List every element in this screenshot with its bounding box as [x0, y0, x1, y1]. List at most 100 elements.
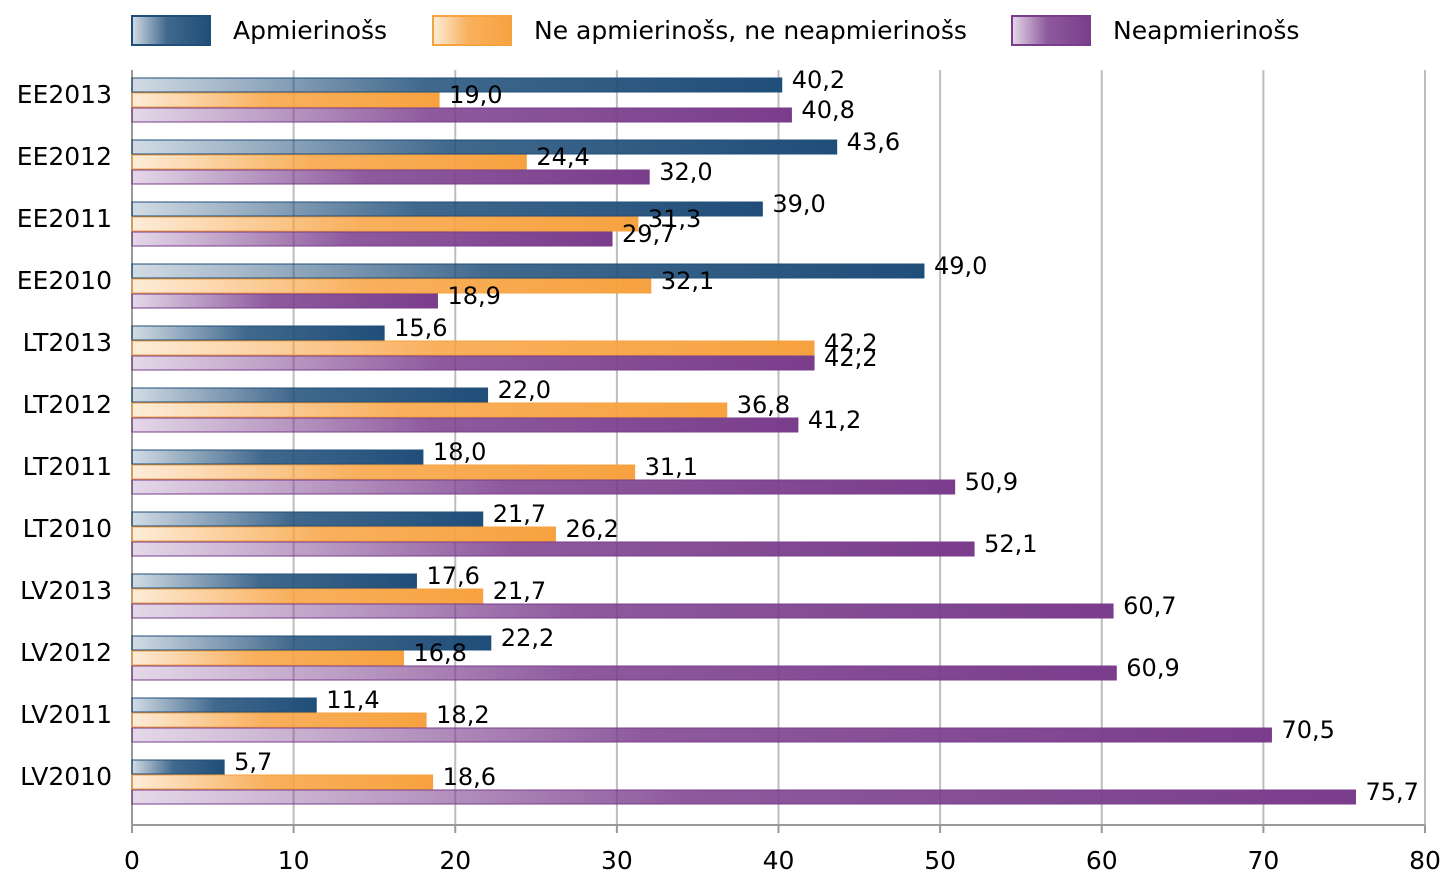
bar — [131, 201, 763, 217]
bar — [131, 511, 484, 527]
value-label: 41,2 — [808, 406, 861, 434]
bar — [131, 231, 613, 247]
bar — [131, 665, 1117, 681]
value-label: 50,9 — [965, 468, 1018, 496]
value-label: 52,1 — [984, 530, 1037, 558]
category-label: LT2012 — [23, 390, 112, 419]
value-label: 75,7 — [1366, 778, 1419, 806]
bar — [131, 293, 438, 309]
category-label: LT2013 — [23, 328, 112, 357]
value-label: 60,7 — [1123, 592, 1176, 620]
bar — [131, 417, 799, 433]
x-tick-label: 60 — [1086, 846, 1118, 873]
value-label: 42,2 — [824, 344, 877, 372]
value-label: 42,2 — [824, 329, 877, 357]
bar — [131, 92, 440, 108]
value-label: 19,0 — [449, 81, 502, 109]
x-tick-label: 10 — [278, 846, 310, 873]
value-label: 40,2 — [792, 66, 845, 94]
bar — [131, 697, 317, 713]
bar — [131, 727, 1272, 743]
legend-label: Apmierinošs — [233, 16, 387, 45]
bar — [131, 573, 417, 589]
value-label: 18,6 — [443, 763, 496, 791]
bar — [131, 355, 815, 371]
legend-swatch — [1011, 15, 1091, 46]
value-label: 24,4 — [536, 143, 589, 171]
bar — [131, 464, 636, 480]
value-label: 16,8 — [414, 639, 467, 667]
x-tick-label: 20 — [439, 846, 471, 873]
x-tick-label: 50 — [924, 846, 956, 873]
category-label: EE2013 — [17, 80, 112, 109]
value-label: 40,8 — [801, 96, 854, 124]
value-label: 49,0 — [934, 252, 987, 280]
category-label: LV2011 — [20, 700, 112, 729]
value-label: 22,2 — [501, 624, 554, 652]
value-label: 21,7 — [493, 500, 546, 528]
category-label: LV2012 — [20, 638, 112, 667]
bar — [131, 759, 225, 775]
bar — [131, 387, 489, 403]
value-label: 29,7 — [622, 220, 675, 248]
value-label: 32,1 — [661, 267, 714, 295]
bar — [131, 712, 427, 728]
x-tick-label: 80 — [1409, 846, 1441, 873]
bar — [131, 402, 728, 418]
bar — [131, 278, 652, 294]
legend-label: Ne apmierinošs, ne neapmierinošs — [534, 16, 967, 45]
bar — [131, 526, 556, 542]
value-label: 43,6 — [847, 128, 900, 156]
bar — [131, 216, 639, 232]
bar — [131, 449, 424, 465]
bar — [131, 650, 405, 666]
value-label: 70,5 — [1281, 716, 1334, 744]
value-label: 31,1 — [645, 453, 698, 481]
bar — [131, 139, 838, 155]
bar — [131, 169, 650, 185]
bar — [131, 588, 484, 604]
category-label: LV2010 — [20, 762, 112, 791]
bar — [131, 107, 792, 123]
bar — [131, 541, 975, 557]
category-label: EE2012 — [17, 142, 112, 171]
x-tick-label: 70 — [1247, 846, 1279, 873]
category-label: LV2013 — [20, 576, 112, 605]
value-label: 5,7 — [234, 748, 272, 776]
legend-swatch — [432, 15, 512, 46]
bar — [131, 603, 1114, 619]
value-label: 18,9 — [447, 282, 500, 310]
category-label: LT2010 — [23, 514, 112, 543]
value-label: 11,4 — [326, 686, 379, 714]
category-label: EE2011 — [17, 204, 112, 233]
legend-swatch — [131, 15, 211, 46]
value-label: 15,6 — [394, 314, 447, 342]
value-label: 31,3 — [648, 205, 701, 233]
category-label: LT2011 — [23, 452, 112, 481]
bar — [131, 325, 385, 341]
value-label: 22,0 — [498, 376, 551, 404]
value-label: 36,8 — [737, 391, 790, 419]
bar — [131, 635, 492, 651]
value-label: 17,6 — [426, 562, 479, 590]
value-label: 32,0 — [659, 158, 712, 186]
bar — [131, 479, 956, 495]
bar — [131, 340, 815, 356]
value-label: 39,0 — [772, 190, 825, 218]
value-label: 18,2 — [436, 701, 489, 729]
x-tick-label: 0 — [124, 846, 140, 873]
bar — [131, 154, 527, 170]
legend-label: Neapmierinošs — [1113, 16, 1299, 45]
bar — [131, 77, 783, 93]
value-label: 21,7 — [493, 577, 546, 605]
x-tick-label: 40 — [763, 846, 795, 873]
value-label: 60,9 — [1126, 654, 1179, 682]
bar — [131, 774, 434, 790]
x-tick-label: 30 — [601, 846, 633, 873]
value-label: 26,2 — [565, 515, 618, 543]
bar — [131, 263, 925, 279]
category-label: EE2010 — [17, 266, 112, 295]
bar — [131, 789, 1357, 805]
value-label: 18,0 — [433, 438, 486, 466]
